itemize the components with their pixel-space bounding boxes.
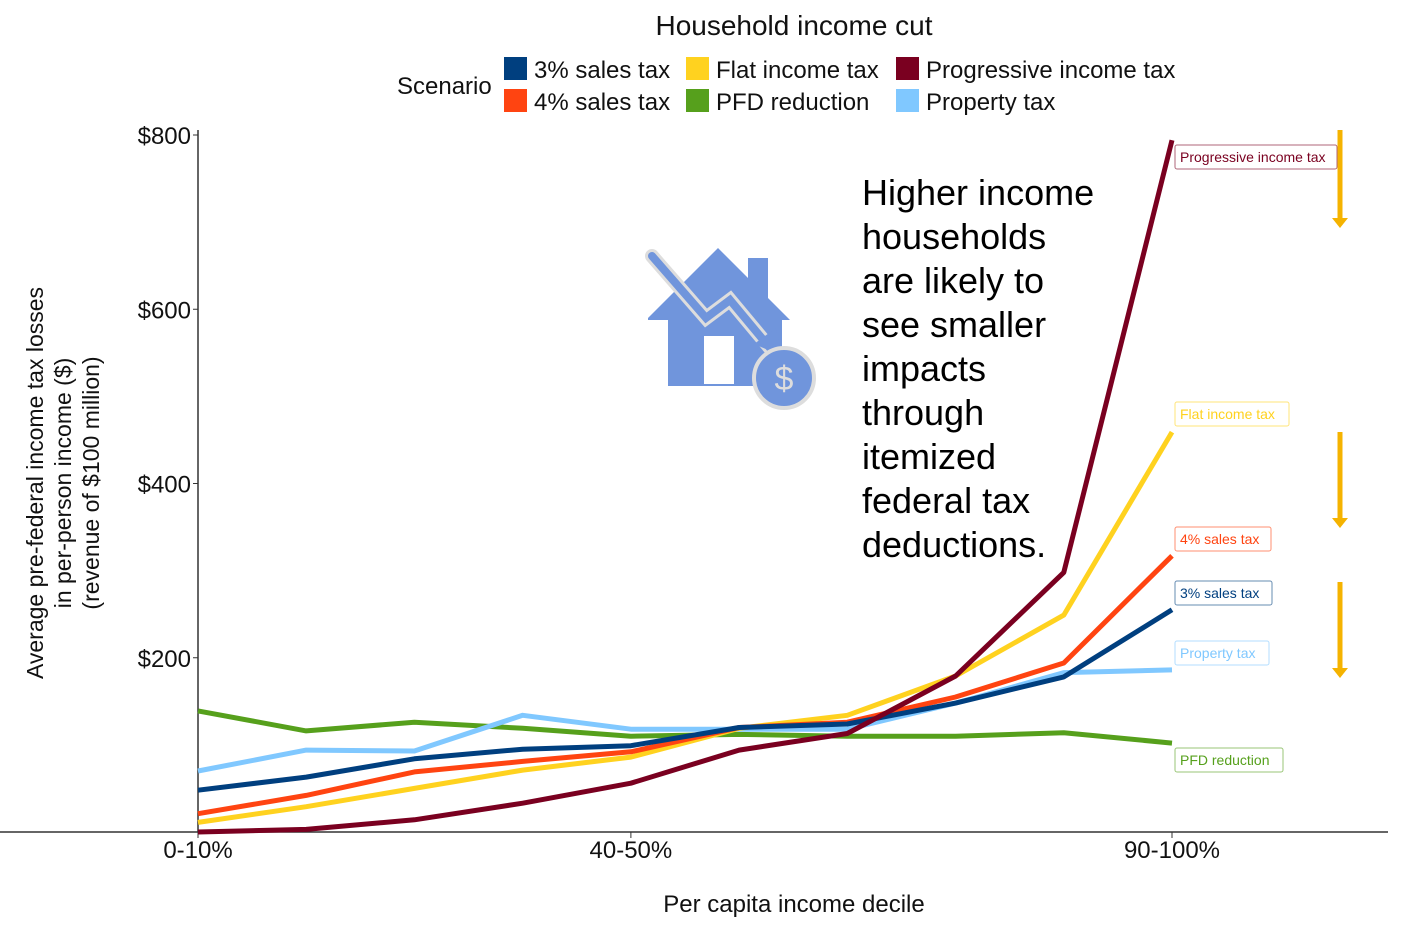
legend-label: Flat income tax xyxy=(716,57,879,84)
legend: 3% sales tax 4% sales tax Flat income tax P… xyxy=(504,57,1175,116)
house-price-down-dollar-icon: $ xyxy=(645,248,816,410)
y-tick-label: $600 xyxy=(138,297,191,324)
legend-label: 4% sales tax xyxy=(534,89,670,116)
end-label: 4% sales tax xyxy=(1180,531,1259,547)
legend-label: 3% sales tax xyxy=(534,57,670,84)
series-line xyxy=(197,139,1175,835)
end-label: PFD reduction xyxy=(1180,752,1269,768)
annotation-line: itemized xyxy=(862,436,996,477)
series-line xyxy=(197,607,1174,793)
legend-swatch xyxy=(686,89,709,112)
annotation-line: Higher income xyxy=(862,172,1094,213)
end-label-box xyxy=(1174,640,1270,666)
end-label-box xyxy=(1174,747,1284,773)
legend-swatch xyxy=(504,57,527,80)
legend-title: Scenario xyxy=(397,73,492,100)
y-tick-label: $800 xyxy=(138,123,191,150)
svg-text:$: $ xyxy=(775,360,794,398)
chart-title: Household income cut xyxy=(655,10,932,41)
end-label: Property tax xyxy=(1180,645,1255,661)
end-label-box xyxy=(1174,144,1338,170)
arrow-head xyxy=(1332,218,1348,228)
annotation-line: deductions. xyxy=(862,524,1046,565)
end-label: Flat income tax xyxy=(1180,406,1275,422)
annotation-line: see smaller xyxy=(862,304,1046,345)
end-label-box xyxy=(1174,580,1273,606)
annotation-line: federal tax xyxy=(862,480,1030,521)
end-label: Progressive income tax xyxy=(1180,149,1326,165)
y-axis-title: Average pre-federal income tax losses in… xyxy=(22,287,104,679)
legend-swatch xyxy=(686,57,709,80)
annotation-line: households xyxy=(862,216,1046,257)
arrow-head xyxy=(1332,518,1348,528)
legend-label: Property tax xyxy=(926,89,1055,116)
y-tick-label: $400 xyxy=(138,472,191,499)
y-tick-label: $200 xyxy=(138,646,191,673)
annotation-line: are likely to xyxy=(862,260,1044,301)
x-axis-title: Per capita income decile xyxy=(663,891,924,918)
end-label: 3% sales tax xyxy=(1180,585,1259,601)
series-line xyxy=(197,554,1174,817)
legend-label: Progressive income tax xyxy=(926,57,1175,84)
x-tick-label: 90-100% xyxy=(1124,837,1220,864)
legend-label: PFD reduction xyxy=(716,89,869,116)
y-axis-title-line: Average pre-federal income tax losses xyxy=(22,287,48,679)
y-axis-title-line: (revenue of $100 million) xyxy=(78,356,104,609)
x-tick-label: 40-50% xyxy=(590,837,673,864)
legend-swatch xyxy=(896,57,919,80)
end-label-box xyxy=(1174,526,1272,552)
end-label-box xyxy=(1174,401,1290,427)
annotation-line: through xyxy=(862,392,984,433)
arrow-head xyxy=(1332,668,1348,678)
legend-swatch xyxy=(896,89,919,112)
annotation-line: impacts xyxy=(862,348,986,389)
x-tick-label: 0-10% xyxy=(163,837,232,864)
y-axis-title-line: in per-person income ($) xyxy=(50,358,76,609)
series-line xyxy=(197,430,1175,825)
legend-swatch xyxy=(504,89,527,112)
